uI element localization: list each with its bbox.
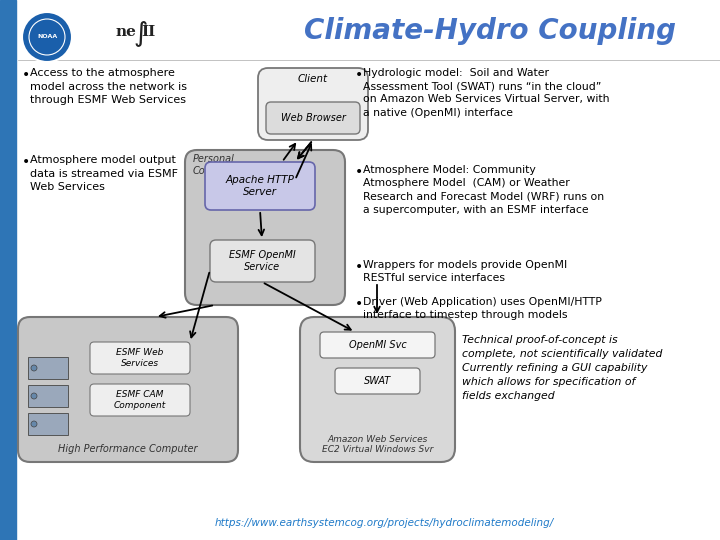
FancyBboxPatch shape [18,317,238,462]
Text: Driver (Web Application) uses OpenMI/HTTP
interface to timestep through models: Driver (Web Application) uses OpenMI/HTT… [363,297,602,320]
Text: ESMF OpenMI
Service: ESMF OpenMI Service [229,250,296,272]
FancyBboxPatch shape [90,342,190,374]
FancyBboxPatch shape [258,68,368,140]
Text: $\int$: $\int$ [133,19,148,49]
FancyBboxPatch shape [185,150,345,305]
FancyBboxPatch shape [266,102,360,134]
Text: Climate-Hydro Coupling: Climate-Hydro Coupling [304,17,676,45]
Bar [28,357,68,379]
Text: Wrappers for models provide OpenMI
RESTful service interfaces: Wrappers for models provide OpenMI RESTf… [363,260,567,283]
FancyBboxPatch shape [210,240,315,282]
Text: Technical proof-of-concept is
complete, not scientifically validated
Currently r: Technical proof-of-concept is complete, … [462,335,662,401]
FancyBboxPatch shape [300,317,455,462]
Text: SWAT: SWAT [364,376,391,386]
Text: •: • [355,260,364,274]
Text: https://www.earthsystemcog.org/projects/hydroclimatemodeling/: https://www.earthsystemcog.org/projects/… [215,518,554,528]
Text: II: II [141,25,156,39]
Text: ESMF CAM
Component: ESMF CAM Component [114,390,166,410]
Circle shape [31,365,37,371]
Text: Personal
Computer: Personal Computer [193,154,241,176]
Text: •: • [355,297,364,311]
Bar [28,385,68,407]
Text: Atmosphere Model: Community
Atmosphere Model  (CAM) or Weather
Research and Fore: Atmosphere Model: Community Atmosphere M… [363,165,604,214]
FancyBboxPatch shape [320,332,435,358]
Bar [0,0,16,540]
FancyBboxPatch shape [205,162,315,210]
Text: Apache HTTP
Server: Apache HTTP Server [225,175,294,197]
Text: Hydrologic model:  Soil and Water
Assessment Tool (SWAT) runs “in the cloud”
on : Hydrologic model: Soil and Water Assessm… [363,68,610,118]
Text: Atmosphere model output
data is streamed via ESMF
Web Services: Atmosphere model output data is streamed… [30,155,178,192]
Text: Amazon Web Services
EC2 Virtual Windows Svr: Amazon Web Services EC2 Virtual Windows … [322,435,433,454]
Circle shape [31,421,37,427]
Text: •: • [22,68,30,82]
Text: OpenMI Svc: OpenMI Svc [348,340,406,350]
Text: ne: ne [115,25,136,39]
Text: •: • [355,165,364,179]
Circle shape [22,12,72,62]
Text: •: • [355,68,364,82]
Text: High Performance Computer: High Performance Computer [58,444,198,454]
Text: Web Browser: Web Browser [281,113,346,123]
Text: Client: Client [298,74,328,84]
Text: Access to the atmosphere
model across the network is
through ESMF Web Services: Access to the atmosphere model across th… [30,68,187,105]
Text: •: • [22,155,30,169]
Text: ESMF Web
Services: ESMF Web Services [117,348,163,368]
Circle shape [31,393,37,399]
FancyBboxPatch shape [335,368,420,394]
Bar [28,413,68,435]
Text: NOAA: NOAA [37,35,57,39]
FancyBboxPatch shape [90,384,190,416]
